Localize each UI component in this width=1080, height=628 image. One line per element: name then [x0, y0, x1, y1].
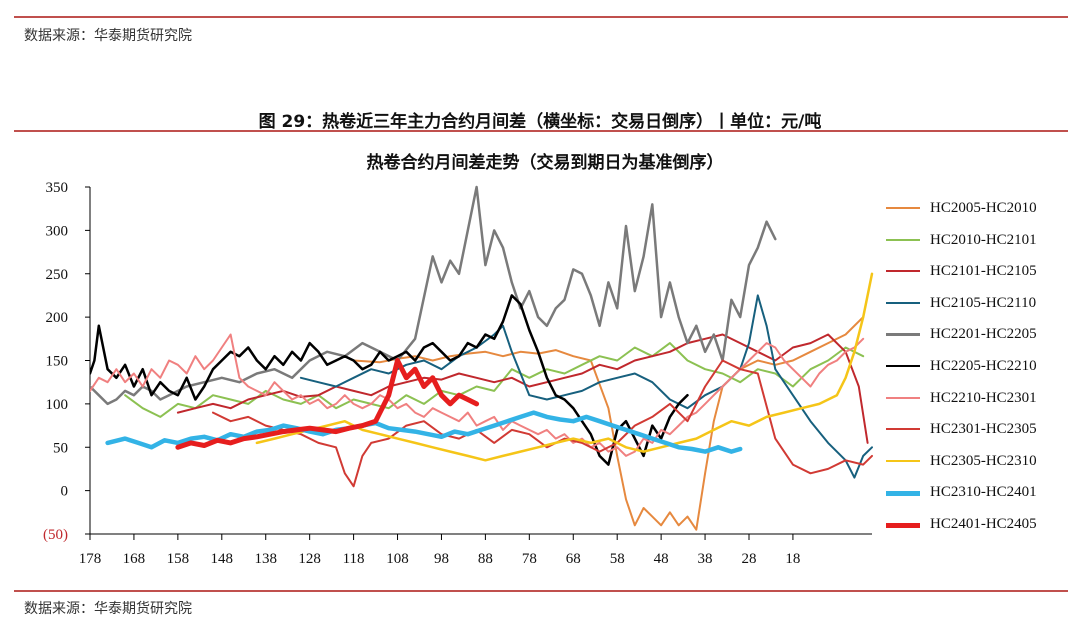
- legend-item: HC2310-HC2401: [884, 482, 1074, 514]
- series-line-hc2401-hc2405: [175, 358, 480, 450]
- y-tick-label: 100: [46, 397, 69, 413]
- legend-swatch: [886, 491, 920, 496]
- legend-label: HC2005-HC2010: [930, 200, 1037, 216]
- x-tick-label: 48: [654, 551, 669, 567]
- x-tick-label: 158: [167, 551, 190, 567]
- x-tick-label: 178: [79, 551, 102, 567]
- legend-item: HC2205-HC2210: [884, 356, 1074, 388]
- x-tick-label: 108: [386, 551, 409, 567]
- y-tick-label: 0: [61, 484, 69, 500]
- footer-source: 数据来源：华泰期货研究院: [24, 601, 192, 617]
- series-line-hc2210-hc2301: [90, 333, 865, 457]
- y-tick-label: 150: [46, 354, 69, 370]
- legend-item: HC2210-HC2301: [884, 388, 1074, 420]
- series-line-hc2101-hc2105: [176, 333, 869, 444]
- chart-legend: HC2005-HC2010 HC2010-HC2101 HC2101-HC2105 H…: [884, 198, 1074, 546]
- header-source: 数据来源：华泰期货研究院: [24, 28, 192, 44]
- y-axis: (50) 0 50 100 150 200 250 300 350: [43, 180, 91, 543]
- x-tick-label: 138: [254, 551, 277, 567]
- top-rule: [14, 16, 1068, 18]
- legend-label: HC2010-HC2101: [930, 231, 1037, 248]
- legend-label: HC2205-HC2210: [930, 357, 1037, 374]
- x-tick-label: 58: [610, 551, 625, 567]
- legend-swatch: [886, 207, 920, 209]
- series-layer: [90, 185, 874, 531]
- caption-rule: [14, 130, 1068, 132]
- series-line-hc2010-hc2101: [124, 342, 865, 418]
- series-line-hc2305-hc2310: [255, 272, 874, 462]
- legend-item: HC2005-HC2010: [884, 198, 1074, 230]
- legend-label: HC2101-HC2105: [930, 263, 1037, 280]
- legend-label: HC2310-HC2401: [930, 484, 1037, 501]
- legend-item: HC2401-HC2405: [884, 514, 1074, 546]
- bottom-rule: [14, 590, 1068, 592]
- x-axis: 178 168 158 148 138 128 118 108 98 88 78 68 58 48 38 28…: [79, 533, 872, 567]
- legend-label: HC2210-HC2301: [930, 389, 1037, 406]
- series-line-hc2301-hc2305: [212, 359, 873, 488]
- series-line-hc2205-hc2210: [90, 294, 689, 466]
- legend-swatch: [886, 364, 920, 368]
- chart-svg: 热卷合约月间差走势（交易到期日为基准倒序） (50) 0 50 100 150 200 25…: [43, 152, 874, 567]
- legend-label: HC2401-HC2405: [930, 515, 1037, 532]
- legend-label: HC2201-HC2205: [930, 326, 1037, 343]
- y-tick-label: 350: [46, 180, 69, 196]
- legend-swatch: [886, 333, 920, 336]
- y-tick-label: 250: [46, 267, 69, 283]
- series-line-hc2105-hc2110: [299, 294, 873, 479]
- figure-caption: 图 29：热卷近三年主力合约月间差（横坐标：交易日倒序）丨单位：元/吨: [258, 112, 822, 132]
- y-tick-label: 300: [46, 223, 69, 239]
- chart-title: 热卷合约月间差走势（交易到期日为基准倒序）: [367, 152, 724, 173]
- legend-item: HC2101-HC2105: [884, 261, 1074, 293]
- legend-item: HC2105-HC2110: [884, 293, 1074, 325]
- legend-swatch: [886, 522, 920, 528]
- x-tick-label: 128: [298, 551, 321, 567]
- x-tick-label: 18: [785, 551, 800, 567]
- legend-swatch: [886, 270, 920, 273]
- legend-item: HC2010-HC2101: [884, 230, 1074, 262]
- x-tick-label: 98: [434, 551, 449, 567]
- x-tick-label: 148: [211, 551, 234, 567]
- legend-swatch: [886, 459, 920, 463]
- legend-label: HC2301-HC2305: [930, 421, 1037, 438]
- legend-swatch: [886, 301, 920, 304]
- legend-swatch: [886, 428, 920, 431]
- legend-label: HC2105-HC2110: [930, 294, 1037, 311]
- x-tick-label: 28: [741, 551, 756, 567]
- legend-item: HC2201-HC2205: [884, 324, 1074, 356]
- x-tick-label: 118: [343, 551, 365, 567]
- legend-swatch: [886, 238, 920, 241]
- x-tick-label: 168: [123, 551, 146, 567]
- x-tick-label: 78: [522, 551, 537, 567]
- y-tick-label: 50: [53, 440, 68, 456]
- x-tick-label: 88: [478, 551, 493, 567]
- legend-swatch: [886, 396, 920, 399]
- x-tick-label: 68: [566, 551, 581, 567]
- legend-item: HC2301-HC2305: [884, 419, 1074, 451]
- y-tick-label: (50): [43, 527, 68, 543]
- x-tick-label: 38: [698, 551, 713, 567]
- series-line-hc2201-hc2205: [90, 185, 777, 406]
- legend-item: HC2305-HC2310: [884, 451, 1074, 483]
- legend-label: HC2305-HC2310: [930, 452, 1037, 469]
- y-tick-label: 200: [46, 310, 69, 326]
